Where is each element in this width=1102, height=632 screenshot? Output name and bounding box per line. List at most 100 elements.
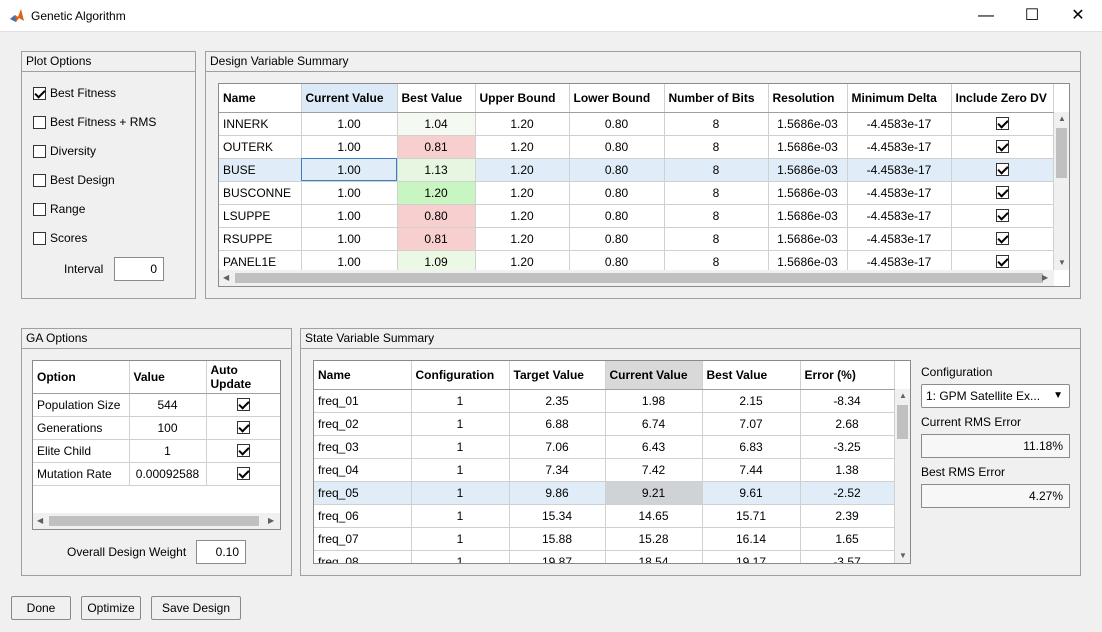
table-cell[interactable]: 1.20	[475, 135, 570, 159]
table-row[interactable]: PANEL1E 1.00 1.09 1.20 0.80 8 1.5686e-03 -4.458…	[219, 250, 1054, 274]
option-value[interactable]: 0.00092588	[129, 462, 207, 486]
state-table-vscroll[interactable]: ▲ ▼	[895, 389, 910, 563]
table-cell[interactable]: RSUPPE	[219, 227, 302, 251]
save-design-button[interactable]: Save Design	[151, 596, 241, 620]
table-cell[interactable]: OUTERK	[219, 135, 302, 159]
table-row[interactable]: BUSE 1.00 1.13 1.20 0.80 8 1.5686e-03 -4.4583e-…	[219, 158, 1054, 182]
auto-update-cell[interactable]	[206, 439, 280, 463]
auto-update-cell[interactable]	[206, 393, 280, 417]
include-checkbox[interactable]	[995, 117, 1009, 130]
table-cell[interactable]: freq_02	[314, 412, 412, 436]
table-cell[interactable]: 8	[664, 135, 769, 159]
table-cell[interactable]: 1.98	[605, 389, 703, 413]
table-row[interactable]: freq_07 1 15.88 15.28 16.14 1.65	[314, 527, 895, 551]
table-cell[interactable]: 19.87	[509, 550, 606, 563]
table-cell[interactable]: BUSE	[219, 158, 302, 182]
table-row[interactable]: Population Size 544	[33, 393, 280, 417]
table-cell[interactable]: 8	[664, 181, 769, 205]
column-header[interactable]: Number of Bits	[664, 84, 769, 113]
table-cell[interactable]: 1.00	[301, 135, 398, 159]
table-cell[interactable]: 9.21	[605, 481, 703, 505]
table-cell[interactable]: 1	[411, 504, 510, 528]
table-cell[interactable]: 1.5686e-03	[768, 181, 848, 205]
table-row[interactable]: Elite Child 1	[33, 439, 280, 463]
design-table-vscroll[interactable]: ▲ ▼	[1054, 112, 1069, 270]
table-row[interactable]: LSUPPE 1.00 0.80 1.20 0.80 8 1.5686e-03 -4.4583…	[219, 204, 1054, 228]
table-cell[interactable]: 1.00	[301, 112, 398, 136]
minimize-button[interactable]: —	[978, 7, 994, 24]
table-cell[interactable]: 8	[664, 112, 769, 136]
column-header[interactable]: Best Value	[702, 361, 801, 390]
table-row[interactable]: freq_04 1 7.34 7.42 7.44 1.38	[314, 458, 895, 482]
column-header[interactable]: Resolution	[768, 84, 848, 113]
table-cell[interactable]: freq_06	[314, 504, 412, 528]
column-header[interactable]: Error (%)	[800, 361, 895, 390]
table-cell[interactable]: 1.00	[301, 181, 398, 205]
table-cell[interactable]: freq_01	[314, 389, 412, 413]
ga-table-hscroll[interactable]: ◀ ▶	[33, 513, 280, 529]
table-cell[interactable]: 1	[411, 435, 510, 459]
scroll-right-icon[interactable]: ▶	[268, 516, 275, 525]
column-header[interactable]: Include Zero DV	[951, 84, 1054, 113]
table-cell[interactable]: 16.14	[702, 527, 801, 551]
scroll-thumb[interactable]	[235, 273, 1043, 283]
table-cell[interactable]: 8	[664, 204, 769, 228]
column-header[interactable]: Auto Update	[206, 361, 280, 394]
table-cell[interactable]: 7.07	[702, 412, 801, 436]
table-cell[interactable]: -2.52	[800, 481, 895, 505]
table-cell[interactable]: freq_05	[314, 481, 412, 505]
plot-option-checkbox[interactable]	[33, 145, 46, 158]
table-cell[interactable]: 0.80	[569, 158, 665, 182]
table-cell[interactable]: 1.20	[475, 158, 570, 182]
close-button[interactable]: ✕	[1071, 7, 1085, 24]
column-header[interactable]: Name	[219, 84, 302, 113]
table-cell[interactable]: BUSCONNE	[219, 181, 302, 205]
column-header[interactable]: Configuration	[411, 361, 510, 390]
table-cell[interactable]: 0.80	[397, 204, 476, 228]
table-cell[interactable]: -3.57	[800, 550, 895, 563]
table-row[interactable]: Generations 100	[33, 416, 280, 440]
table-cell[interactable]: 1.5686e-03	[768, 227, 848, 251]
option-value[interactable]: 100	[129, 416, 207, 440]
table-cell[interactable]: 9.61	[702, 481, 801, 505]
table-cell[interactable]: 1.20	[475, 250, 570, 274]
table-cell[interactable]: 1.5686e-03	[768, 204, 848, 228]
table-cell[interactable]: 6.83	[702, 435, 801, 459]
table-cell[interactable]: 7.06	[509, 435, 606, 459]
optimize-button[interactable]: Optimize	[81, 596, 141, 620]
table-row[interactable]: freq_03 1 7.06 6.43 6.83 -3.25	[314, 435, 895, 459]
scroll-right-icon[interactable]: ▶	[1042, 273, 1049, 282]
column-header[interactable]: Lower Bound	[569, 84, 665, 113]
auto-update-cell[interactable]	[206, 416, 280, 440]
table-cell[interactable]: 1.5686e-03	[768, 135, 848, 159]
table-cell[interactable]: 1	[411, 458, 510, 482]
column-header[interactable]: Current Value	[605, 361, 703, 390]
table-cell[interactable]: 1.20	[397, 181, 476, 205]
plot-option-checkbox[interactable]	[33, 174, 46, 187]
table-cell[interactable]: 6.74	[605, 412, 703, 436]
table-cell[interactable]: -4.4583e-17	[847, 181, 952, 205]
auto-update-cell[interactable]	[206, 462, 280, 486]
option-value[interactable]: 544	[129, 393, 207, 417]
table-cell[interactable]: LSUPPE	[219, 204, 302, 228]
table-cell[interactable]: 2.68	[800, 412, 895, 436]
table-cell[interactable]: 2.15	[702, 389, 801, 413]
plot-option-checkbox[interactable]	[33, 87, 46, 100]
table-cell[interactable]: 1.04	[397, 112, 476, 136]
table-cell[interactable]: 0.80	[569, 181, 665, 205]
table-cell[interactable]: 1	[411, 550, 510, 563]
table-cell[interactable]: -4.4583e-17	[847, 204, 952, 228]
table-cell[interactable]: 1.00	[301, 227, 398, 251]
column-header[interactable]: Target Value	[509, 361, 606, 390]
column-header[interactable]: Option	[33, 361, 130, 394]
table-cell[interactable]: 6.43	[605, 435, 703, 459]
include-checkbox[interactable]	[995, 255, 1009, 268]
table-cell[interactable]: 2.35	[509, 389, 606, 413]
scroll-down-icon[interactable]: ▼	[1058, 258, 1066, 267]
table-cell[interactable]: 1.20	[475, 112, 570, 136]
column-header[interactable]: Minimum Delta	[847, 84, 952, 113]
table-row[interactable]: BUSCONNE 1.00 1.20 1.20 0.80 8 1.5686e-03 -4.45…	[219, 181, 1054, 205]
table-cell[interactable]: 6.88	[509, 412, 606, 436]
include-checkbox[interactable]	[995, 163, 1009, 176]
column-header[interactable]: Value	[129, 361, 207, 394]
